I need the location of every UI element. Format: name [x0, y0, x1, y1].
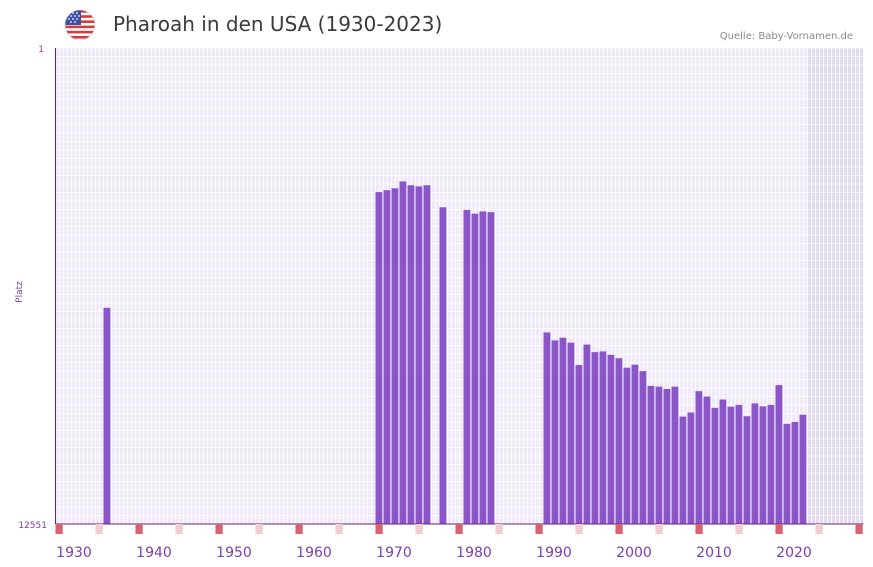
- bar: [727, 406, 735, 524]
- chart-title: Pharoah in den USA (1930-2023): [113, 12, 443, 36]
- bar: [799, 414, 807, 524]
- bar: [383, 190, 391, 524]
- bar: [567, 342, 575, 524]
- x-tick-label: 1950: [216, 545, 252, 561]
- x-tick-label: 1980: [456, 545, 492, 561]
- x-tick-label: 1940: [136, 545, 172, 561]
- x-tick-label: 1970: [376, 545, 412, 561]
- source-credit: Quelle: Baby-Vornamen.de: [719, 31, 853, 42]
- decade-marker: [55, 524, 63, 534]
- bar: [623, 367, 631, 524]
- bar: [559, 337, 567, 524]
- half-decade-marker: [95, 524, 103, 534]
- bar: [791, 421, 799, 524]
- decade-marker: [775, 524, 783, 534]
- bar: [783, 423, 791, 524]
- decade-marker: [135, 524, 143, 534]
- bar: [671, 386, 679, 524]
- decade-marker: [535, 524, 543, 534]
- x-tick-label: 2010: [696, 545, 732, 561]
- x-tick-label: 2000: [616, 545, 652, 561]
- bar: [551, 340, 559, 524]
- bar: [751, 403, 759, 524]
- bar: [711, 407, 719, 524]
- bar: [647, 385, 655, 524]
- bar: [775, 385, 783, 524]
- bar: [103, 307, 111, 524]
- bar: [471, 213, 479, 524]
- bar: [767, 404, 775, 524]
- bar: [615, 358, 623, 524]
- half-decade-marker: [255, 524, 263, 534]
- usa-flag-icon: [64, 9, 96, 41]
- bar: [695, 391, 703, 524]
- half-decade-marker: [655, 524, 663, 534]
- bar: [599, 351, 607, 524]
- x-tick-label: 1930: [56, 545, 92, 561]
- x-tick-label: 1960: [296, 545, 332, 561]
- bar: [423, 185, 431, 525]
- decade-marker: [455, 524, 463, 534]
- bar: [415, 186, 423, 524]
- half-decade-marker: [335, 524, 343, 534]
- half-decade-marker: [495, 524, 503, 534]
- bar: [487, 212, 495, 524]
- bar: [463, 209, 471, 524]
- decade-marker: [295, 524, 303, 534]
- bar: [759, 406, 767, 524]
- decade-marker: [375, 524, 383, 534]
- y-bottom-label: 12551: [18, 521, 47, 531]
- half-decade-marker: [415, 524, 423, 534]
- bar: [391, 188, 399, 524]
- bar: [735, 404, 743, 524]
- decade-marker: [615, 524, 623, 534]
- decade-marker: [215, 524, 223, 534]
- bar: [399, 181, 407, 524]
- bar: [743, 416, 751, 524]
- bar: [687, 412, 695, 524]
- y-top-label: 1: [38, 45, 44, 55]
- bar: [719, 399, 727, 524]
- bar: [375, 192, 383, 524]
- half-decade-marker: [735, 524, 743, 534]
- bar: [543, 332, 551, 524]
- bar: [655, 386, 663, 524]
- bar: [703, 396, 711, 524]
- decade-marker: [855, 524, 863, 534]
- x-tick-label: 1990: [536, 545, 572, 561]
- bar: [479, 211, 487, 524]
- bar: [607, 354, 615, 524]
- half-decade-marker: [575, 524, 583, 534]
- decade-marker: [695, 524, 703, 534]
- bar: [583, 344, 591, 524]
- bar: [591, 352, 599, 524]
- bar: [439, 207, 447, 525]
- half-decade-marker: [175, 524, 183, 534]
- half-decade-marker: [815, 524, 823, 534]
- bar: [575, 365, 583, 524]
- bar: [407, 185, 415, 525]
- bar: [631, 364, 639, 524]
- bar: [663, 388, 671, 524]
- bar: [679, 416, 687, 524]
- bar: [639, 371, 647, 524]
- x-tick-label: 2020: [776, 545, 812, 561]
